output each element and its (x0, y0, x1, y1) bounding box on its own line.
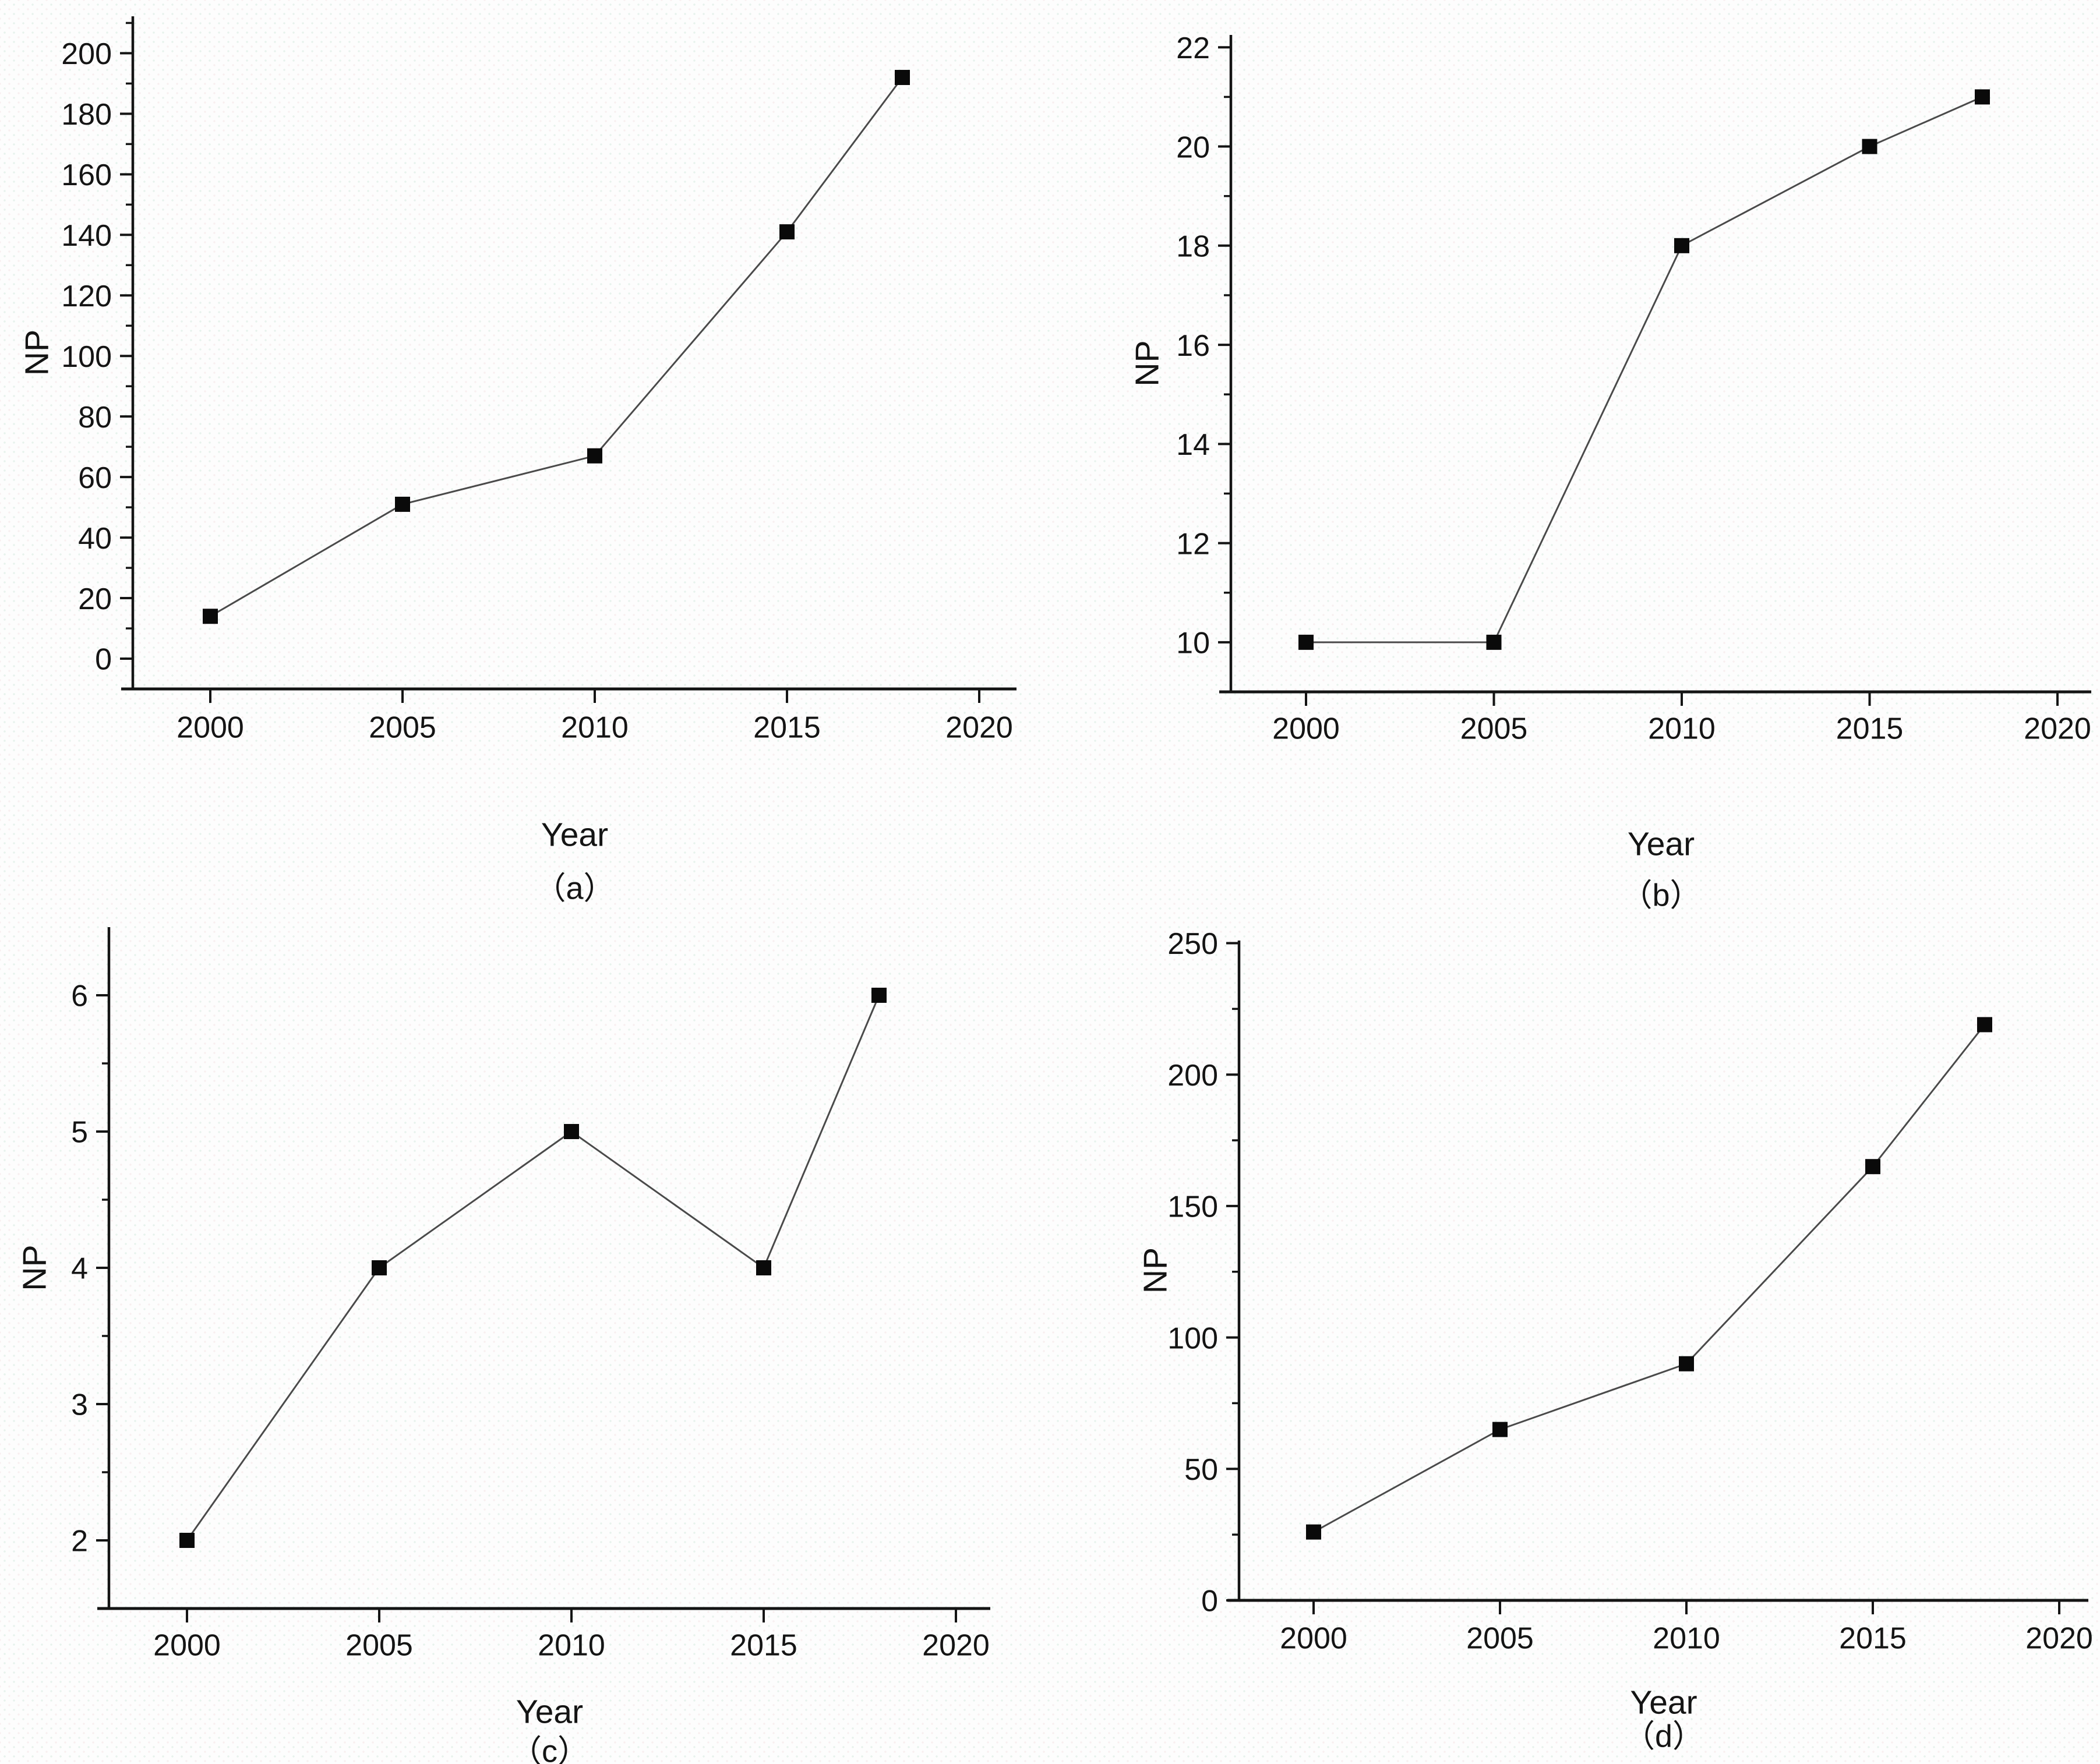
x-tick-label: 2010 (1648, 712, 1716, 746)
chart-b-np-vs-year: 10 12 14 16 18 20 22 2000 2005 2010 2015 2020 NP Year… (1129, 31, 2091, 913)
panel-caption: （c） (510, 1734, 589, 1764)
x-tick-label: 2000 (1280, 1622, 1347, 1656)
y-tick-label: 10 (1176, 627, 1210, 660)
panel-d: 0 50 100 150 200 250 2000 2005 2010 2015 2020 NP Yea… (1049, 903, 2100, 1764)
series-line (1313, 1024, 1986, 1533)
y-tick-label: 200 (61, 37, 112, 71)
x-tick-label: 2005 (345, 1629, 413, 1663)
x-tick-label: 2020 (945, 711, 1013, 745)
data-point-marker (779, 224, 795, 240)
data-point-marker (756, 1260, 771, 1275)
data-point-marker (1679, 1356, 1694, 1371)
y-axis-title: NP (1129, 340, 1166, 386)
data-point-marker (1306, 1524, 1321, 1540)
y-tick-label: 150 (1167, 1190, 1218, 1224)
panel-b: 10 12 14 16 18 20 22 2000 2005 2010 2015 2020 NP Year… (1049, 0, 2100, 913)
y-tick-label: 20 (1176, 130, 1210, 164)
data-point-marker (1492, 1422, 1508, 1437)
y-tick-label: 100 (61, 340, 112, 374)
x-axis-title: Year (1630, 1684, 1697, 1721)
y-tick-label: 16 (1176, 329, 1210, 363)
x-tick-label: 2005 (1466, 1622, 1534, 1656)
y-tick-label: 14 (1176, 428, 1210, 462)
chart-d-np-vs-year: 0 50 100 150 200 250 2000 2005 2010 2015 2020 NP Yea… (1137, 927, 2093, 1754)
y-tick-label: 12 (1176, 527, 1210, 561)
y-tick-label: 2 (71, 1525, 88, 1558)
chart-c-np-vs-year: 2 3 4 5 6 2000 2005 2010 2015 2020 NP Year（c） (16, 927, 990, 1764)
x-tick-label: 2020 (2025, 1622, 2093, 1656)
y-tick-label: 100 (1167, 1321, 1218, 1355)
y-tick-label: 40 (78, 522, 112, 556)
data-point-marker (1674, 238, 1689, 253)
x-tick-label: 2020 (2024, 712, 2091, 746)
data-point-marker (871, 988, 887, 1003)
x-tick-label: 2005 (369, 711, 436, 745)
data-point-marker (1865, 1159, 1880, 1175)
data-point-marker (1977, 1017, 1992, 1033)
series-line (186, 995, 880, 1541)
y-tick-label: 120 (61, 280, 112, 313)
y-tick-label: 0 (95, 643, 112, 677)
panel-caption: （d） (1623, 1719, 1704, 1754)
data-point-marker (1975, 89, 1990, 105)
x-tick-label: 2020 (922, 1629, 990, 1663)
x-tick-label: 2015 (753, 711, 821, 745)
y-tick-label: 250 (1167, 927, 1218, 961)
x-tick-label: 2015 (1839, 1622, 1907, 1656)
y-tick-label: 200 (1167, 1059, 1218, 1093)
y-axis-title: NP (19, 330, 56, 376)
x-tick-label: 2010 (538, 1629, 605, 1663)
x-tick-label: 2005 (1460, 712, 1528, 746)
data-point-marker (179, 1533, 195, 1548)
y-tick-label: 0 (1201, 1585, 1218, 1618)
y-tick-label: 18 (1176, 230, 1210, 264)
y-axis-title: NP (16, 1245, 54, 1291)
panel-c: 2 3 4 5 6 2000 2005 2010 2015 2020 NP Year （c） (0, 903, 1049, 1764)
panel-a: 0 20 40 60 80 100 120 140 160 180 200 2000 2005 2010 2… (0, 0, 1049, 906)
y-axis-title: NP (1137, 1247, 1174, 1293)
y-tick-label: 140 (61, 219, 112, 253)
series-line (210, 77, 903, 617)
data-point-marker (895, 70, 910, 85)
x-tick-label: 2015 (1836, 712, 1904, 746)
data-point-marker (1486, 634, 1502, 650)
x-axis-title: Year (541, 816, 608, 854)
x-tick-label: 2010 (561, 711, 629, 745)
x-tick-label: 2000 (1272, 712, 1340, 746)
y-tick-label: 5 (71, 1116, 88, 1150)
x-tick-label: 2010 (1653, 1622, 1720, 1656)
x-axis-title: Year (1628, 826, 1695, 863)
data-point-marker (1298, 634, 1314, 650)
y-tick-label: 160 (61, 158, 112, 192)
chart-a-np-vs-year: 0 20 40 60 80 100 120 140 160 180 200 2000 2005 2010 2… (19, 16, 1017, 906)
x-tick-label: 2000 (153, 1629, 221, 1663)
x-tick-label: 2000 (177, 711, 244, 745)
data-point-marker (1862, 139, 1877, 154)
y-tick-label: 180 (61, 98, 112, 132)
data-point-marker (564, 1124, 579, 1139)
x-axis-title: Year (516, 1694, 583, 1731)
y-tick-label: 50 (1184, 1453, 1218, 1487)
y-tick-label: 3 (71, 1388, 88, 1422)
y-tick-label: 60 (78, 461, 112, 495)
panel-caption: （a） (534, 871, 615, 906)
panel-caption: （b） (1621, 878, 1701, 913)
y-tick-label: 22 (1176, 31, 1210, 65)
x-tick-label: 2015 (730, 1629, 797, 1663)
y-tick-label: 80 (78, 401, 112, 434)
y-tick-label: 4 (71, 1252, 88, 1286)
data-point-marker (203, 609, 218, 624)
data-point-marker (372, 1260, 387, 1275)
data-point-marker (587, 448, 602, 464)
data-point-marker (395, 496, 410, 512)
y-tick-label: 20 (78, 582, 112, 616)
y-tick-label: 6 (71, 980, 88, 1013)
series-line (1306, 96, 1983, 644)
